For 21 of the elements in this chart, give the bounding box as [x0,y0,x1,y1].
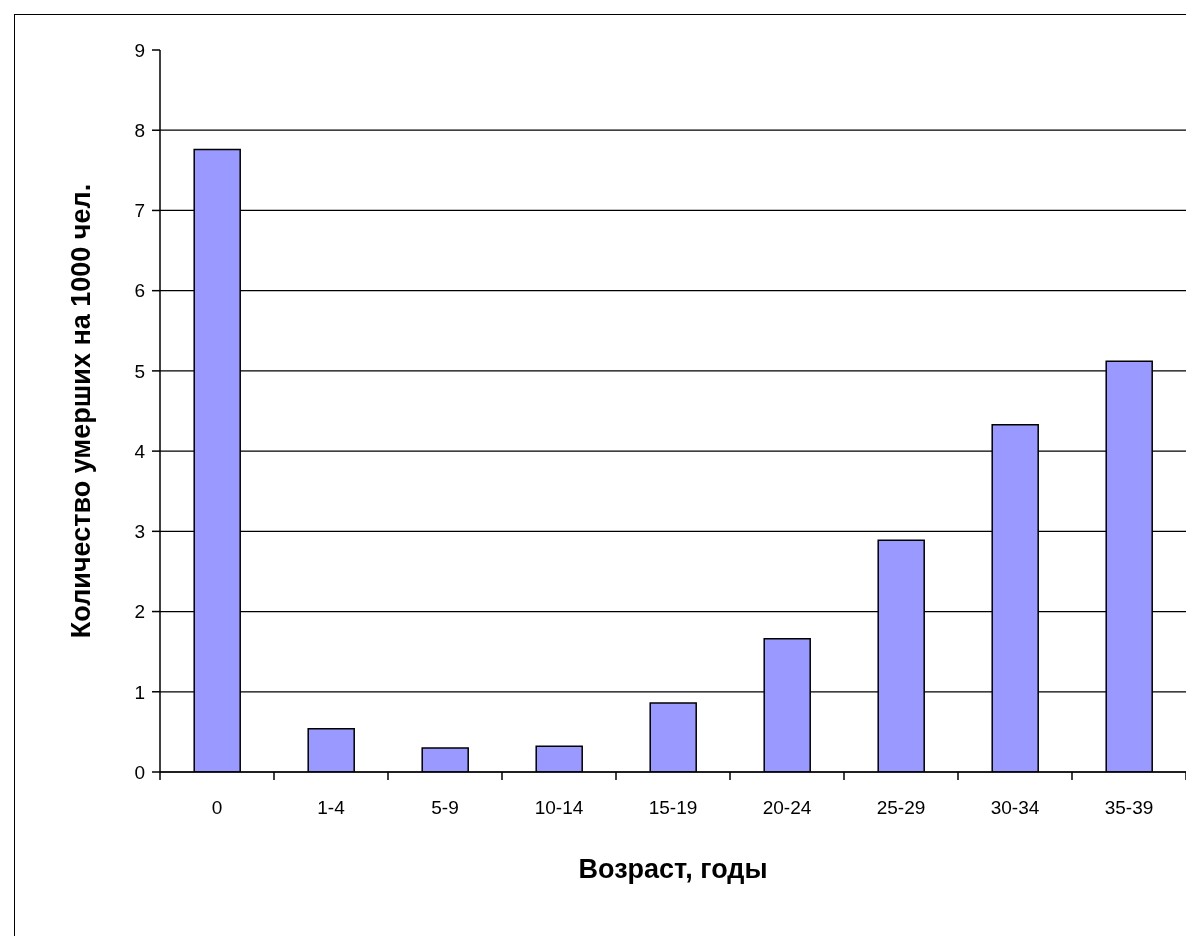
x-tick-label: 15-19 [648,797,698,819]
y-tick-label: 9 [134,39,145,61]
x-axis-title: Возраст, годы [578,854,768,884]
y-tick-label: 0 [134,761,145,783]
y-tick-label: 8 [134,119,145,141]
y-tick-label: 1 [134,681,145,703]
x-tick-label: 35-39 [1104,797,1154,819]
y-tick-label: 4 [134,440,146,462]
x-tick-label: 5-9 [431,797,459,819]
x-tick-label: 1-4 [317,797,346,819]
y-axis-title: Количество умерших на 1000 чел. [65,183,96,639]
y-tick-label: 3 [134,521,145,543]
x-tick-label: 20-24 [762,797,812,819]
y-tick-label: 2 [134,601,145,623]
y-tick-label: 5 [134,360,145,382]
x-tick-label: 0 [211,797,223,819]
x-tick-label: 25-29 [876,797,926,819]
x-tick-label: 10-14 [534,797,584,819]
x-tick-label: 30-34 [990,797,1040,819]
y-tick-label: 6 [134,280,145,302]
y-tick-label: 7 [134,200,145,222]
